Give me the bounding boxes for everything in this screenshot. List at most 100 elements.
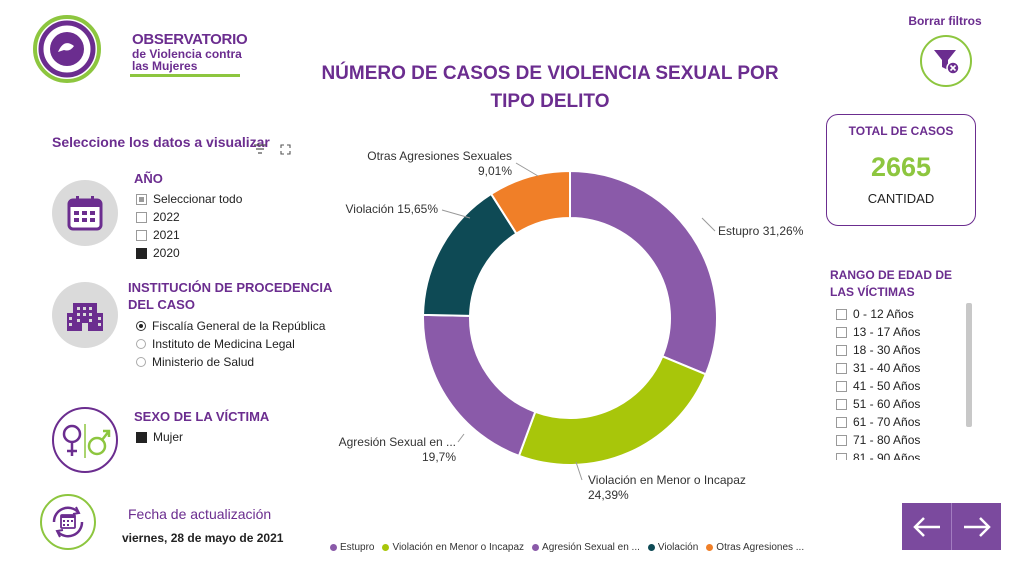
year-slicer-title: AÑO: [134, 171, 163, 186]
filter-clear-icon: [934, 50, 960, 75]
radio-button[interactable]: [136, 321, 146, 331]
focus-mode-icon[interactable]: [280, 144, 291, 155]
filter-lines-icon[interactable]: [254, 144, 266, 154]
legend-item[interactable]: Agresión Sexual en ...: [532, 542, 640, 553]
age-option[interactable]: 13 - 17 Años: [836, 323, 966, 341]
year-option-select-all[interactable]: Seleccionar todo: [136, 190, 242, 208]
legend-item[interactable]: Violación en Menor o Incapaz: [382, 542, 524, 553]
checkbox[interactable]: [136, 193, 147, 205]
year-slicer: Seleccionar todo 2022 2021 2020: [136, 190, 242, 262]
update-label: Fecha de actualización: [128, 506, 272, 522]
clear-filters-button[interactable]: [920, 35, 972, 87]
age-option[interactable]: 71 - 80 Años: [836, 431, 966, 449]
data-label: Otras Agresiones Sexuales 9,01%: [367, 149, 512, 178]
checkbox[interactable]: [836, 398, 847, 410]
checkbox[interactable]: [136, 247, 147, 259]
label-leader-line: [515, 162, 539, 177]
year-option-2022[interactable]: 2022: [136, 208, 242, 226]
radio-button[interactable]: [136, 357, 146, 367]
page-title: NÚMERO DE CASOS DE VIOLENCIA SEXUAL POR …: [280, 60, 820, 116]
data-label: Violación 15,65%: [345, 202, 438, 216]
chart-legend: Estupro Violación en Menor o Incapaz Agres…: [330, 542, 804, 553]
gender-symbols-icon: [52, 407, 118, 473]
checkbox[interactable]: [136, 431, 147, 443]
nav-divider: [951, 503, 952, 550]
checkbox[interactable]: [836, 308, 847, 320]
page-title-line-1: NÚMERO DE CASOS DE VIOLENCIA SEXUAL POR: [321, 63, 779, 84]
visual-header-icons: [254, 144, 291, 155]
data-label: Violación en Menor o Incapaz 24,39%: [588, 473, 746, 502]
logo-line-1: OBSERVATORIO: [132, 31, 248, 48]
sex-slicer: Mujer: [136, 428, 183, 446]
label-leader-line: [457, 433, 465, 443]
data-label: Agresión Sexual en ... 19,7%: [339, 435, 457, 464]
logo-line-3: las Mujeres: [132, 59, 198, 74]
next-page-button[interactable]: [952, 503, 1001, 550]
total-cases-card: TOTAL DE CASOS 2665 CANTIDAD: [826, 114, 976, 226]
donut-slice[interactable]: [569, 169, 718, 376]
legend-swatch: [532, 544, 540, 551]
checkbox[interactable]: [836, 362, 847, 374]
page-navigation: [902, 503, 1001, 550]
radio-button[interactable]: [136, 339, 146, 349]
legend-swatch: [330, 544, 337, 551]
age-option[interactable]: 51 - 60 Años: [836, 395, 966, 413]
legend-swatch: [382, 544, 390, 551]
arrow-right-icon: [963, 516, 991, 537]
age-option[interactable]: 41 - 50 Años: [836, 377, 966, 395]
institution-slicer: Fiscalía General de la República Institu…: [136, 317, 325, 371]
legend-swatch: [706, 544, 714, 551]
label-leader-line: [441, 209, 471, 219]
calendar-icon: [52, 180, 118, 246]
age-slicer-title: RANGO DE EDAD DE LAS VÍCTIMAS: [830, 268, 953, 299]
donut-chart[interactable]: Estupro 31,26% Violación en Menor o Incap…: [330, 140, 810, 510]
checkbox[interactable]: [136, 211, 147, 223]
institution-option-ministerio-salud[interactable]: Ministerio de Salud: [136, 353, 325, 371]
checkbox[interactable]: [836, 344, 847, 356]
donut-slice[interactable]: [489, 169, 571, 235]
building-icon: [52, 282, 118, 348]
year-option-2020[interactable]: 2020: [136, 244, 242, 262]
legend-swatch: [647, 544, 655, 551]
institution-option-fiscalia[interactable]: Fiscalía General de la República: [136, 317, 325, 335]
logo-underline: [130, 74, 240, 77]
institution-slicer-title: INSTITUCIÓN DE PROCEDENCIA DEL CASO: [128, 280, 333, 312]
checkbox[interactable]: [836, 416, 847, 428]
arrow-left-icon: [912, 516, 940, 537]
label-leader-line: [701, 217, 716, 232]
legend-item[interactable]: Estupro: [330, 542, 374, 553]
age-option[interactable]: 0 - 12 Años: [836, 305, 966, 323]
logo-line-2: de Violencia contra: [132, 46, 242, 61]
logo-emblem-icon: [33, 15, 101, 83]
age-option[interactable]: 18 - 30 Años: [836, 341, 966, 359]
institution-option-medicina-legal[interactable]: Instituto de Medicina Legal: [136, 335, 325, 353]
update-date: viernes, 28 de mayo de 2021: [122, 531, 284, 545]
data-label: Estupro 31,26%: [718, 224, 804, 238]
kpi-sublabel: CANTIDAD: [867, 191, 935, 206]
checkbox[interactable]: [836, 452, 847, 460]
filters-heading: Seleccione los datos a visualizar: [52, 134, 270, 150]
sex-slicer-title: SEXO DE LA VÍCTIMA: [134, 409, 270, 424]
checkbox[interactable]: [836, 326, 847, 338]
checkbox[interactable]: [136, 229, 147, 241]
label-leader-line: [575, 461, 583, 481]
kpi-label: TOTAL DE CASOS: [848, 124, 954, 138]
age-option[interactable]: 31 - 40 Años: [836, 359, 966, 377]
previous-page-button[interactable]: [902, 503, 951, 550]
kpi-value: 2665: [870, 152, 932, 182]
donut-slice[interactable]: [517, 355, 708, 466]
observatory-logo: OBSERVATORIO de Violencia contra las Muj…: [32, 14, 248, 86]
age-option[interactable]: 81 - 90 Años: [836, 449, 966, 460]
age-slicer: 0 - 12 Años 13 - 17 Años 18 - 30 Años 31 - …: [836, 305, 966, 460]
page-title-line-2: TIPO DELITO: [490, 91, 610, 112]
checkbox[interactable]: [836, 380, 847, 392]
year-option-2021[interactable]: 2021: [136, 226, 242, 244]
clear-filters-label: Borrar filtros: [908, 14, 982, 28]
age-option[interactable]: 61 - 70 Años: [836, 413, 966, 431]
legend-item[interactable]: Otras Agresiones ...: [706, 542, 804, 553]
sex-option-mujer[interactable]: Mujer: [136, 428, 183, 446]
checkbox[interactable]: [836, 434, 847, 446]
age-slicer-scrollbar[interactable]: [966, 303, 972, 427]
calendar-refresh-icon: [40, 494, 96, 550]
legend-item[interactable]: Violación: [647, 542, 698, 553]
